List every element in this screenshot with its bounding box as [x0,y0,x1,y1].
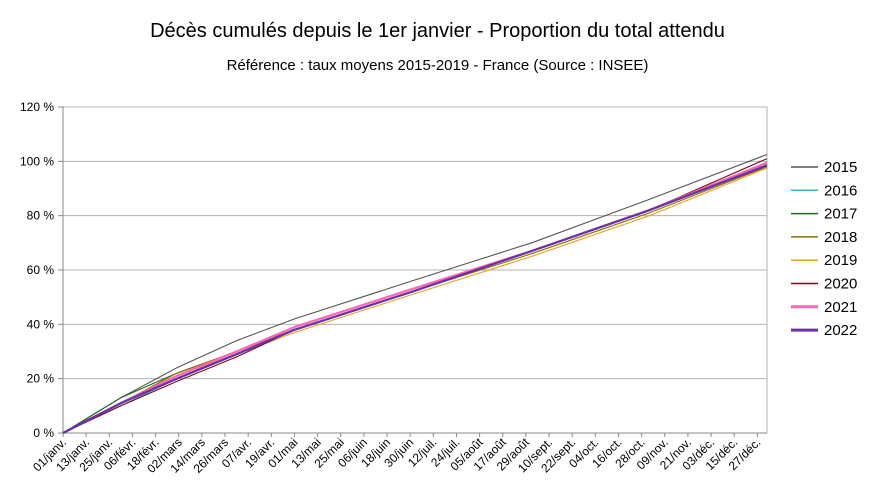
legend-label-2021: 2021 [824,299,857,316]
y-tick-label: 40 % [27,317,55,331]
series-line-2015 [62,153,768,434]
legend-label-2017: 2017 [824,206,857,223]
legend-label-2018: 2018 [824,229,857,246]
legend-label-2022: 2022 [824,322,857,339]
y-tick-label: 120 % [20,100,54,114]
series-line-2021 [62,161,768,434]
legend: 2015 2016 2017 2018 2019 2020 2021 2022 [791,159,857,339]
legend-label-2016: 2016 [824,182,857,199]
legend-label-2019: 2019 [824,252,857,269]
y-tick-label: 60 % [27,263,55,277]
chart-subtitle: Référence : taux moyens 2015-2019 - Fran… [226,57,649,74]
grid-lines [63,106,767,434]
legend-label-2020: 2020 [824,276,857,293]
y-tick-label: 80 % [27,209,55,223]
chart-title: Décès cumulés depuis le 1er janvier - Pr… [150,20,725,42]
y-tick-label: 0 % [33,426,54,440]
axes: 0 %20 %40 %60 %80 %100 %120 %01/janv.13/… [20,100,768,476]
legend-label-2015: 2015 [824,159,857,176]
y-tick-label: 20 % [27,372,55,386]
y-tick-label: 100 % [20,154,54,168]
series-line-2020 [62,158,768,434]
series-line-2022 [62,164,768,434]
series-lines [62,153,768,434]
